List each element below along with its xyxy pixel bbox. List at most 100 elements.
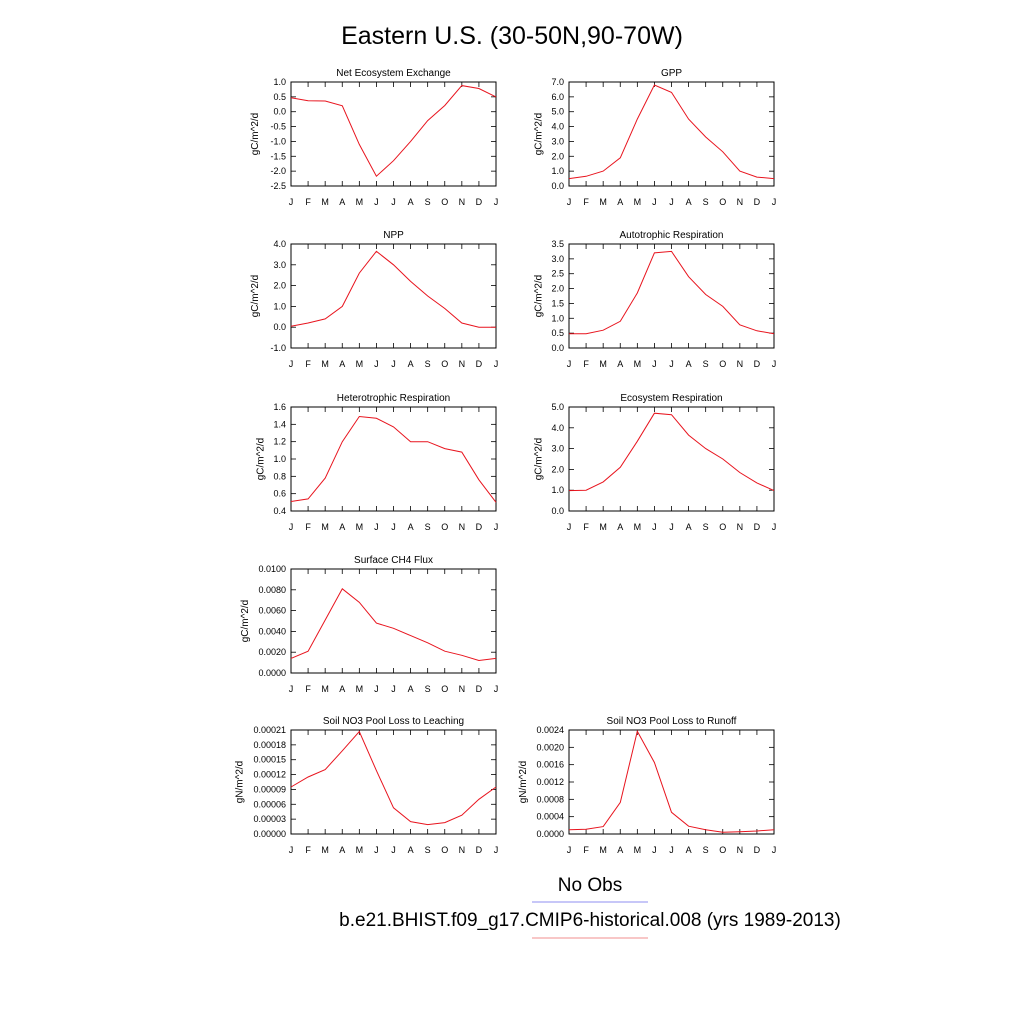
x-tick-label: J xyxy=(772,845,777,855)
panel-title: GPP xyxy=(661,68,682,79)
plot-frame xyxy=(568,81,775,187)
y-tick-label: 5.0 xyxy=(551,107,564,117)
x-tick-label: D xyxy=(476,359,483,369)
x-tick-label: J xyxy=(669,359,674,369)
y-tick-label: 2.0 xyxy=(273,281,286,291)
y-tick-label: 0.00000 xyxy=(253,829,286,839)
panel-title: Ecosystem Respiration xyxy=(620,393,722,404)
x-tick-label: O xyxy=(441,684,448,694)
legend-obs-label: No Obs xyxy=(558,875,622,896)
y-tick-label: 0.00009 xyxy=(253,784,286,794)
x-tick-label: J xyxy=(652,359,657,369)
x-tick-label: J xyxy=(652,845,657,855)
series-line xyxy=(290,85,497,177)
y-tick-label: 0.0008 xyxy=(536,794,564,804)
y-axis-label: gC/m^2/d xyxy=(533,113,544,156)
y-tick-label: 1.2 xyxy=(273,437,286,447)
y-tick-label: 7.0 xyxy=(551,77,564,87)
x-tick-label: S xyxy=(703,359,709,369)
x-tick-label: A xyxy=(408,522,414,532)
x-tick-label: M xyxy=(356,359,364,369)
legend: No Obs b.e21.BHIST.f09_g17.CMIP6-histori… xyxy=(339,875,841,939)
x-tick-label: J xyxy=(391,522,396,532)
x-tick-label: A xyxy=(686,522,692,532)
x-tick-label: O xyxy=(441,845,448,855)
x-tick-label: J xyxy=(289,522,294,532)
x-tick-label: A xyxy=(339,845,345,855)
y-tick-label: 1.0 xyxy=(273,77,286,87)
plot-frame xyxy=(290,406,497,512)
series-line xyxy=(290,730,497,826)
y-tick-label: 0.5 xyxy=(551,328,564,338)
x-tick-label: N xyxy=(737,197,744,207)
x-tick-label: O xyxy=(441,197,448,207)
y-tick-label: 0.0 xyxy=(551,506,564,516)
x-tick-label: J xyxy=(772,522,777,532)
panel-title: Surface CH4 Flux xyxy=(354,555,433,566)
plot-frame xyxy=(568,406,775,512)
y-tick-label: 0.00021 xyxy=(253,725,286,735)
x-tick-label: M xyxy=(356,197,364,207)
y-tick-label: 0.0 xyxy=(551,343,564,353)
y-tick-label: 1.0 xyxy=(551,166,564,176)
y-tick-label: 2.0 xyxy=(551,284,564,294)
x-tick-label: S xyxy=(703,197,709,207)
series-line xyxy=(290,588,497,662)
x-tick-label: M xyxy=(321,359,329,369)
x-tick-label: A xyxy=(617,197,623,207)
x-tick-label: J xyxy=(494,359,499,369)
y-tick-label: 0.0000 xyxy=(258,668,286,678)
x-tick-label: F xyxy=(583,522,589,532)
x-tick-label: J xyxy=(567,845,572,855)
x-tick-label: A xyxy=(686,359,692,369)
y-tick-label: 0.0060 xyxy=(258,606,286,616)
x-tick-label: O xyxy=(719,359,726,369)
x-tick-label: J xyxy=(494,684,499,694)
x-tick-label: A xyxy=(617,359,623,369)
series-line xyxy=(290,250,496,328)
legend-model-label: b.e21.BHIST.f09_g17.CMIP6-historical.008… xyxy=(339,910,841,931)
y-tick-label: 1.0 xyxy=(551,485,564,495)
x-tick-label: M xyxy=(634,845,642,855)
x-tick-label: A xyxy=(686,197,692,207)
figure-title: Eastern U.S. (30-50N,90-70W) xyxy=(341,22,683,50)
y-tick-label: 1.0 xyxy=(273,301,286,311)
y-tick-label: 1.0 xyxy=(273,454,286,464)
x-tick-label: F xyxy=(583,197,589,207)
x-tick-label: A xyxy=(408,684,414,694)
y-axis-label: gN/m^2/d xyxy=(235,761,246,804)
x-tick-label: J xyxy=(374,197,379,207)
x-tick-label: J xyxy=(772,197,777,207)
x-tick-label: J xyxy=(567,359,572,369)
x-tick-label: J xyxy=(494,845,499,855)
x-tick-label: J xyxy=(289,684,294,694)
y-tick-label: 0.0020 xyxy=(536,742,564,752)
x-tick-label: J xyxy=(391,197,396,207)
series-line xyxy=(569,250,775,335)
y-tick-label: 2.0 xyxy=(551,464,564,474)
y-tick-label: 3.5 xyxy=(551,239,564,249)
x-tick-label: J xyxy=(374,522,379,532)
y-tick-label: 6.0 xyxy=(551,92,564,102)
plot-frame xyxy=(290,568,497,674)
y-tick-label: 0.0080 xyxy=(258,585,286,595)
x-tick-label: N xyxy=(459,197,466,207)
x-tick-label: M xyxy=(599,845,607,855)
y-tick-label: -1.5 xyxy=(270,151,286,161)
y-tick-label: 0.0012 xyxy=(536,777,564,787)
x-tick-label: J xyxy=(289,845,294,855)
y-tick-label: 0.0 xyxy=(273,107,286,117)
x-tick-label: M xyxy=(599,359,607,369)
x-tick-label: F xyxy=(305,845,311,855)
y-tick-label: 4.0 xyxy=(551,122,564,132)
x-tick-label: N xyxy=(737,845,744,855)
panel-title: Net Ecosystem Exchange xyxy=(336,68,451,79)
y-tick-label: 1.4 xyxy=(273,419,286,429)
y-tick-label: 0.8 xyxy=(273,471,286,481)
